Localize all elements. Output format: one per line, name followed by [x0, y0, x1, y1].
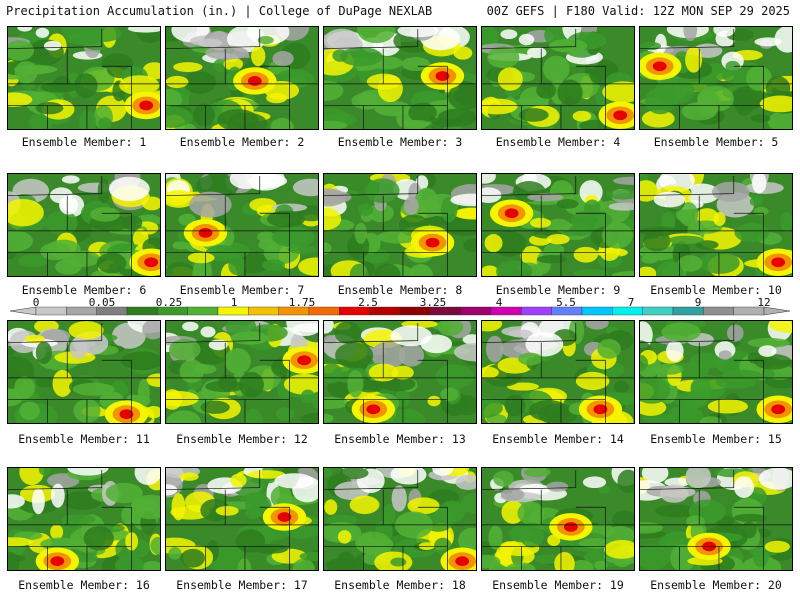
map-panel-member-16: [7, 467, 161, 571]
map-panel-member-6: [7, 173, 161, 277]
precip-map: [166, 321, 318, 423]
precip-map: [8, 321, 160, 423]
precip-map: [324, 174, 476, 276]
member-label: Ensemble Member: 5: [653, 135, 779, 149]
colorbar-tick-label: 2.5: [358, 296, 378, 309]
colorbar-tick-label: 5.5: [556, 296, 576, 309]
colorbar-tick-label: 4: [495, 296, 503, 309]
colorbar-tick-label: 0: [32, 296, 40, 309]
colorbar-swatch: [521, 306, 552, 316]
precipitation-colorbar: [9, 306, 791, 316]
member-label: Ensemble Member: 3: [337, 135, 463, 149]
colorbar-swatch: [187, 306, 219, 316]
precip-map: [482, 27, 634, 129]
colorbar-right-arrow: [763, 306, 791, 316]
member-label: Ensemble Member: 6: [21, 283, 147, 297]
member-label: Ensemble Member: 11: [18, 432, 150, 446]
member-label: Ensemble Member: 15: [650, 432, 782, 446]
map-panel-member-14: [481, 320, 635, 424]
precip-map: [324, 27, 476, 129]
map-panel-member-11: [7, 320, 161, 424]
member-label: Ensemble Member: 2: [179, 135, 305, 149]
precip-map: [8, 27, 160, 129]
member-label: Ensemble Member: 18: [334, 578, 466, 592]
member-label: Ensemble Member: 9: [495, 283, 621, 297]
member-label: Ensemble Member: 10: [650, 283, 782, 297]
colorbar-swatch: [35, 306, 67, 316]
map-panel-member-19: [481, 467, 635, 571]
colorbar-tick-label: 12: [757, 296, 771, 309]
map-panel-member-12: [165, 320, 319, 424]
member-label: Ensemble Member: 17: [176, 578, 308, 592]
map-panel-member-4: [481, 26, 635, 130]
precip-map: [640, 468, 792, 570]
map-panel-member-2: [165, 26, 319, 130]
member-label: Ensemble Member: 4: [495, 135, 621, 149]
colorbar-tick-label: 0.25: [155, 296, 183, 309]
colorbar-swatch: [703, 306, 734, 316]
map-panel-member-7: [165, 173, 319, 277]
map-panel-member-18: [323, 467, 477, 571]
map-panel-member-17: [165, 467, 319, 571]
colorbar-tick-label: 1.75: [288, 296, 316, 309]
member-label: Ensemble Member: 19: [492, 578, 624, 592]
map-panel-member-8: [323, 173, 477, 277]
colorbar-swatch: [248, 306, 279, 316]
map-panel-member-10: [639, 173, 793, 277]
map-panel-member-20: [639, 467, 793, 571]
colorbar-tick-label: 7: [627, 296, 635, 309]
member-label: Ensemble Member: 14: [492, 432, 624, 446]
colorbar-swatch: [460, 306, 492, 316]
member-label: Ensemble Member: 20: [650, 578, 782, 592]
precip-map: [166, 174, 318, 276]
map-panel-member-9: [481, 173, 635, 277]
map-title: Precipitation Accumulation (in.) | Colle…: [6, 4, 433, 18]
member-label: Ensemble Member: 16: [18, 578, 150, 592]
precip-map: [640, 321, 792, 423]
precip-map: [640, 174, 792, 276]
precip-map: [640, 27, 792, 129]
map-panel-member-13: [323, 320, 477, 424]
colorbar-swatch: [126, 306, 158, 316]
colorbar-tick-label: 3.25: [419, 296, 447, 309]
precip-map: [8, 174, 160, 276]
precip-map: [482, 321, 634, 423]
map-panel-member-3: [323, 26, 477, 130]
colorbar-tick-label: 9: [694, 296, 702, 309]
member-label: Ensemble Member: 13: [334, 432, 466, 446]
colorbar-tick-label: 0.05: [88, 296, 116, 309]
colorbar-swatch: [581, 306, 613, 316]
precip-map: [324, 321, 476, 423]
precip-map: [8, 468, 160, 570]
precip-map: [482, 468, 634, 570]
member-label: Ensemble Member: 12: [176, 432, 308, 446]
precip-map: [166, 468, 318, 570]
precip-map: [166, 27, 318, 129]
colorbar-swatch: [642, 306, 674, 316]
map-panel-member-5: [639, 26, 793, 130]
map-panel-member-15: [639, 320, 793, 424]
model-valid-time: 00Z GEFS | F180 Valid: 12Z MON SEP 29 20…: [486, 4, 790, 18]
member-label: Ensemble Member: 8: [337, 283, 463, 297]
member-label: Ensemble Member: 1: [21, 135, 147, 149]
map-panel-member-1: [7, 26, 161, 130]
precip-map: [324, 468, 476, 570]
member-label: Ensemble Member: 7: [179, 283, 305, 297]
precip-map: [482, 174, 634, 276]
colorbar-tick-label: 1: [230, 296, 238, 309]
